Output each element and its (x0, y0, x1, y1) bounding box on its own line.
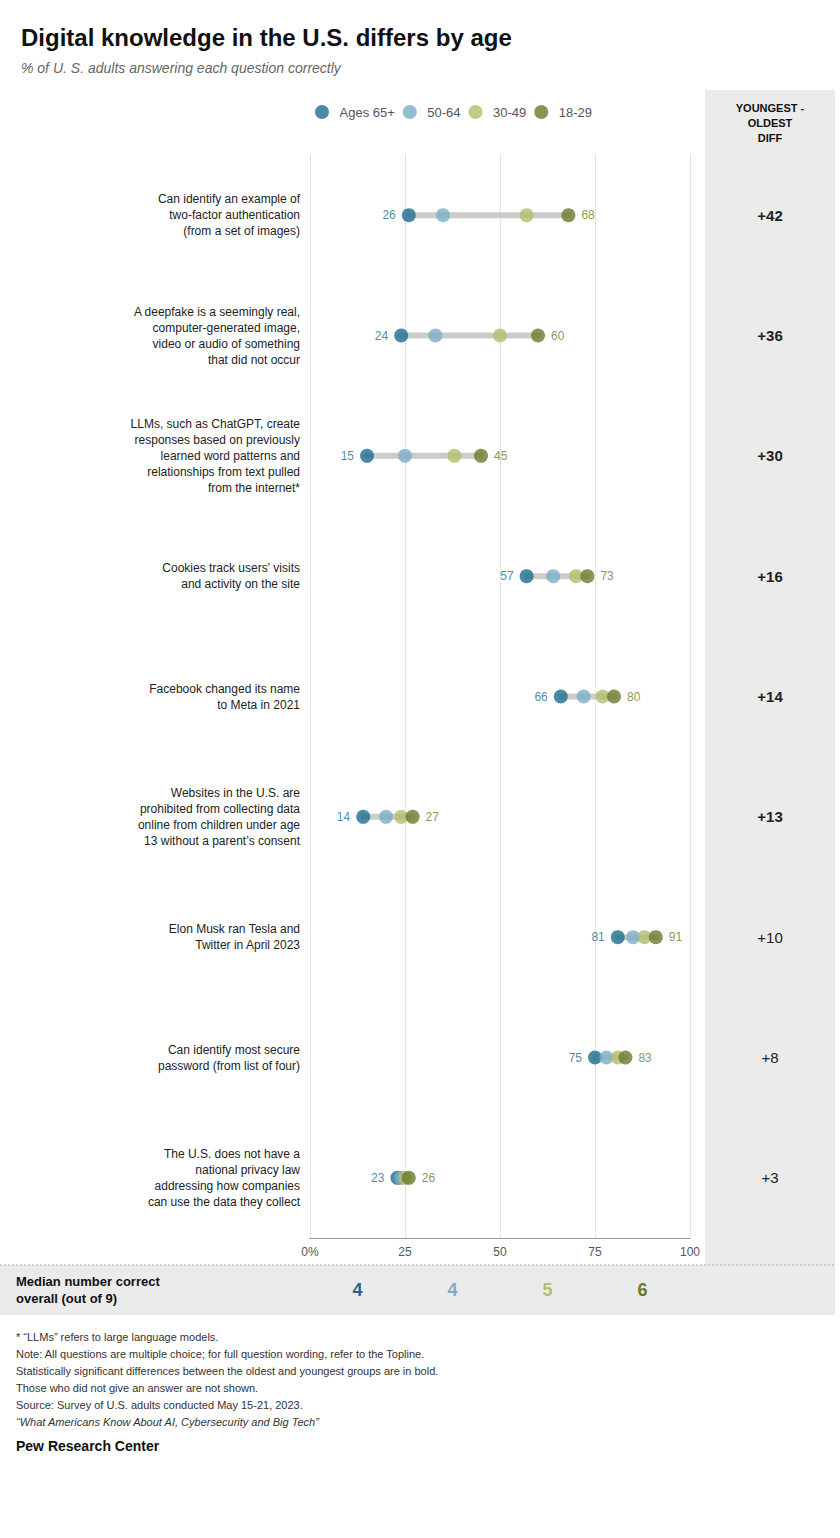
svg-text:5: 5 (542, 1280, 552, 1300)
svg-text:81: 81 (591, 930, 605, 944)
svg-text:OLDEST: OLDEST (748, 117, 793, 129)
svg-text:+42: +42 (757, 207, 782, 224)
svg-text:+8: +8 (761, 1049, 778, 1066)
svg-text:responses based on previously: responses based on previously (135, 433, 300, 447)
svg-text:13 without a parent’s consent: 13 without a parent’s consent (144, 834, 301, 848)
svg-text:60: 60 (551, 329, 565, 343)
svg-text:50-64: 50-64 (427, 105, 460, 120)
svg-text:learned word patterns and: learned word patterns and (161, 449, 300, 463)
svg-text:45: 45 (494, 449, 508, 463)
svg-text:83: 83 (638, 1051, 652, 1065)
svg-text:Pew Research Center: Pew Research Center (16, 1438, 160, 1454)
svg-text:+3: +3 (761, 1169, 778, 1186)
svg-text:0%: 0% (301, 1245, 319, 1259)
svg-text:Source: Survey of U.S. adults: Source: Survey of U.S. adults conducted … (16, 1399, 303, 1411)
svg-text:(from a set of images): (from a set of images) (183, 224, 300, 238)
svg-text:Elon Musk ran Tesla and: Elon Musk ran Tesla and (169, 922, 300, 936)
svg-text:6: 6 (637, 1280, 647, 1300)
svg-text:75: 75 (588, 1245, 602, 1259)
svg-text:YOUNGEST -: YOUNGEST - (736, 102, 805, 114)
svg-text:computer-generated image,: computer-generated image, (153, 321, 300, 335)
svg-text:100: 100 (680, 1245, 700, 1259)
svg-text:addressing how companies: addressing how companies (155, 1179, 300, 1193)
svg-text:91: 91 (669, 930, 683, 944)
svg-text:relationships from text pulled: relationships from text pulled (147, 465, 300, 479)
svg-text:Digital knowledge in the U.S.: Digital knowledge in the U.S. differs by… (21, 24, 512, 51)
svg-text:Cookies track users' visits: Cookies track users' visits (162, 561, 300, 575)
svg-text:68: 68 (581, 208, 595, 222)
svg-text:prohibited from collecting dat: prohibited from collecting data (140, 802, 300, 816)
svg-text:80: 80 (627, 690, 641, 704)
svg-text:online from children under age: online from children under age (138, 818, 300, 832)
svg-text:Ages 65+: Ages 65+ (340, 105, 395, 120)
svg-text:that did not occur: that did not occur (208, 353, 300, 367)
svg-text:and activity on the site: and activity on the site (181, 577, 300, 591)
svg-text:Facebook changed its name: Facebook changed its name (149, 682, 300, 696)
svg-text:14: 14 (337, 810, 351, 824)
svg-text:Can identify most secure: Can identify most secure (168, 1043, 300, 1057)
svg-text:75: 75 (569, 1051, 583, 1065)
svg-text:50: 50 (493, 1245, 507, 1259)
svg-text:+16: +16 (757, 568, 782, 585)
svg-text:A deepfake is a seemingly real: A deepfake is a seemingly real, (134, 305, 300, 319)
svg-text:from the internet*: from the internet* (208, 481, 300, 495)
svg-text:+36: +36 (757, 327, 782, 344)
svg-text:30-49: 30-49 (493, 105, 526, 120)
svg-text:57: 57 (500, 569, 514, 583)
svg-text:18-29: 18-29 (559, 105, 592, 120)
svg-text:25: 25 (398, 1245, 412, 1259)
svg-text:+14: +14 (757, 688, 783, 705)
svg-text:15: 15 (341, 449, 355, 463)
svg-text:73: 73 (600, 569, 614, 583)
svg-text:DIFF: DIFF (758, 132, 783, 144)
svg-text:% of U. S. adults answering ea: % of U. S. adults answering each questio… (21, 60, 342, 76)
svg-text:Note: All questions are multip: Note: All questions are multiple choice;… (16, 1348, 424, 1360)
svg-text:66: 66 (534, 690, 548, 704)
svg-text:Statistically significant diff: Statistically significant differences be… (16, 1365, 438, 1377)
svg-text:+10: +10 (757, 929, 782, 946)
svg-text:* “LLMs” refers to large langu: * “LLMs” refers to large language models… (16, 1331, 218, 1343)
svg-text:two-factor authentication: two-factor authentication (169, 208, 300, 222)
svg-text:4: 4 (352, 1280, 362, 1300)
svg-text:to Meta in 2021: to Meta in 2021 (217, 698, 300, 712)
svg-text:overall (out of 9): overall (out of 9) (16, 1291, 117, 1306)
svg-text:Median number correct: Median number correct (16, 1274, 160, 1289)
svg-text:24: 24 (375, 329, 389, 343)
svg-text:23: 23 (371, 1171, 385, 1185)
svg-text:+30: +30 (757, 447, 782, 464)
svg-text:Those who did not give an answ: Those who did not give an answer are not… (16, 1382, 258, 1394)
svg-text:video or audio of something: video or audio of something (153, 337, 300, 351)
svg-text:+13: +13 (757, 808, 782, 825)
svg-text:Can identify an example of: Can identify an example of (158, 192, 301, 206)
svg-text:Websites in the U.S. are: Websites in the U.S. are (171, 786, 300, 800)
svg-text:LLMs, such as ChatGPT, create: LLMs, such as ChatGPT, create (131, 417, 301, 431)
svg-text:4: 4 (447, 1280, 457, 1300)
svg-text:26: 26 (422, 1171, 436, 1185)
svg-text:Twitter in April 2023: Twitter in April 2023 (195, 938, 300, 952)
svg-text:can use the data they collect: can use the data they collect (148, 1195, 301, 1209)
svg-text:26: 26 (382, 208, 396, 222)
svg-text:27: 27 (426, 810, 440, 824)
svg-text:The U.S. does not have a: The U.S. does not have a (164, 1147, 300, 1161)
svg-text:“What Americans Know About AI,: “What Americans Know About AI, Cybersecu… (16, 1416, 320, 1428)
svg-text:national privacy law: national privacy law (195, 1163, 300, 1177)
svg-text:password (from list of four): password (from list of four) (158, 1059, 300, 1073)
